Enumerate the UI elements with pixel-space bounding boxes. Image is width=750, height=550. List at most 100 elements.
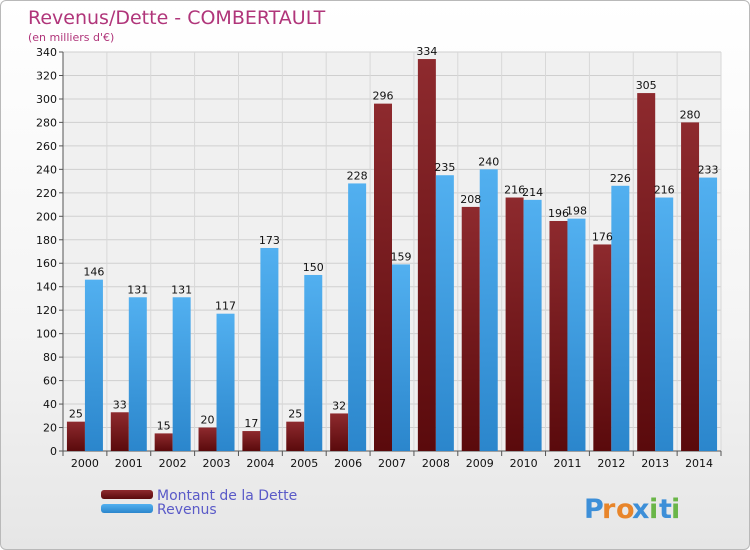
debt-value-label: 280 bbox=[680, 108, 701, 121]
debt-bar bbox=[242, 431, 261, 451]
revenue-bar bbox=[611, 185, 630, 451]
y-tick-label: 240 bbox=[36, 163, 57, 176]
y-tick-label: 180 bbox=[36, 234, 57, 247]
y-tick-label: 220 bbox=[36, 187, 57, 200]
x-tick-label: 2001 bbox=[115, 457, 143, 470]
debt-bar bbox=[374, 103, 392, 452]
revenue-value-label: 235 bbox=[434, 161, 455, 174]
debt-value-label: 208 bbox=[460, 193, 481, 206]
debt-value-label: 15 bbox=[157, 419, 171, 432]
revenue-bar bbox=[128, 297, 147, 451]
debt-value-label: 334 bbox=[416, 45, 437, 58]
bars bbox=[66, 59, 718, 452]
x-tick-label: 2005 bbox=[290, 457, 318, 470]
revenue-bar bbox=[84, 279, 103, 451]
logo-letter: i bbox=[649, 494, 658, 525]
data-labels: 25 33 15 20 17 25 32 296 334 208 216 196 176 305 280 14… bbox=[69, 45, 719, 432]
y-tick-label: 80 bbox=[43, 351, 57, 364]
revenue-bar bbox=[260, 247, 279, 451]
debt-bar bbox=[461, 206, 480, 451]
debt-value-label: 296 bbox=[373, 90, 394, 103]
revenue-value-label: 198 bbox=[566, 205, 587, 218]
debt-bar bbox=[66, 421, 85, 451]
y-tick-label: 100 bbox=[36, 328, 57, 341]
debt-value-label: 32 bbox=[332, 399, 346, 412]
axes: 0204060801001201401601802002202402602803… bbox=[36, 46, 722, 470]
revenue-value-label: 233 bbox=[698, 164, 719, 177]
debt-bar bbox=[110, 412, 129, 451]
legend-label-debt: Montant de la Dette bbox=[157, 488, 297, 504]
y-tick-label: 120 bbox=[36, 304, 57, 317]
legend-swatch-revenue bbox=[101, 504, 153, 513]
debt-bar bbox=[637, 93, 656, 451]
revenue-bar bbox=[172, 297, 191, 451]
x-tick-label: 2004 bbox=[246, 457, 274, 470]
debt-bar bbox=[286, 421, 305, 451]
debt-bar bbox=[154, 433, 173, 451]
debt-value-label: 33 bbox=[113, 398, 127, 411]
debt-bar bbox=[505, 197, 524, 451]
x-tick-label: 2012 bbox=[597, 457, 625, 470]
revenue-value-label: 131 bbox=[127, 283, 148, 296]
revenue-value-label: 216 bbox=[654, 184, 675, 197]
debt-bar bbox=[549, 220, 568, 451]
revenue-value-label: 214 bbox=[522, 186, 543, 199]
proxiti-logo: Pr ox i t i bbox=[584, 494, 680, 525]
debt-value-label: 17 bbox=[244, 417, 258, 430]
debt-bar bbox=[417, 59, 436, 452]
revenue-bar bbox=[348, 183, 367, 451]
y-tick-label: 0 bbox=[50, 445, 57, 458]
debt-bar bbox=[198, 427, 217, 451]
revenue-value-label: 240 bbox=[478, 155, 499, 168]
revenue-bar bbox=[304, 274, 323, 451]
chart-title: Revenus/Dette - COMBERTAULT bbox=[28, 7, 326, 29]
x-tick-label: 2002 bbox=[159, 457, 187, 470]
debt-value-label: 216 bbox=[504, 184, 525, 197]
x-tick-label: 2007 bbox=[378, 457, 406, 470]
logo-letter: i bbox=[671, 494, 680, 525]
revenue-value-label: 131 bbox=[171, 283, 192, 296]
revenue-value-label: 150 bbox=[303, 261, 324, 274]
debt-bar bbox=[593, 244, 612, 451]
x-tick-label: 2006 bbox=[334, 457, 362, 470]
revenue-bar bbox=[655, 197, 674, 451]
logo-letter: o bbox=[616, 494, 635, 525]
debt-bar bbox=[330, 413, 349, 451]
debt-value-label: 305 bbox=[636, 79, 657, 92]
y-tick-label: 160 bbox=[36, 257, 57, 270]
revenue-bar bbox=[479, 169, 498, 451]
revenue-value-label: 159 bbox=[391, 250, 412, 263]
debt-bar bbox=[681, 122, 700, 451]
revenue-bar bbox=[567, 218, 586, 451]
y-tick-label: 340 bbox=[36, 46, 57, 59]
y-tick-label: 260 bbox=[36, 140, 57, 153]
debt-value-label: 176 bbox=[592, 230, 613, 243]
x-tick-label: 2011 bbox=[553, 457, 581, 470]
debt-value-label: 20 bbox=[201, 414, 215, 427]
chart-subtitle: (en milliers d'€) bbox=[28, 31, 114, 44]
legend-label-revenue: Revenus bbox=[157, 502, 217, 518]
revenue-value-label: 146 bbox=[83, 266, 104, 279]
x-tick-label: 2000 bbox=[71, 457, 99, 470]
y-tick-label: 280 bbox=[36, 116, 57, 129]
debt-value-label: 25 bbox=[69, 408, 83, 421]
y-tick-label: 300 bbox=[36, 93, 57, 106]
y-tick-label: 140 bbox=[36, 281, 57, 294]
revenue-bar bbox=[435, 175, 454, 451]
logo-letter: P bbox=[584, 494, 604, 525]
logo-letter: x bbox=[632, 494, 649, 525]
x-tick-label: 2014 bbox=[685, 457, 713, 470]
revenue-bar bbox=[523, 199, 542, 451]
revenue-value-label: 226 bbox=[610, 172, 631, 185]
revenue-bar bbox=[699, 177, 718, 452]
y-tick-label: 320 bbox=[36, 69, 57, 82]
debt-value-label: 196 bbox=[548, 207, 569, 220]
x-tick-label: 2003 bbox=[203, 457, 231, 470]
debt-value-label: 25 bbox=[288, 408, 302, 421]
revenue-value-label: 173 bbox=[259, 234, 280, 247]
logo-letter: r bbox=[602, 494, 616, 525]
x-tick-label: 2009 bbox=[466, 457, 494, 470]
